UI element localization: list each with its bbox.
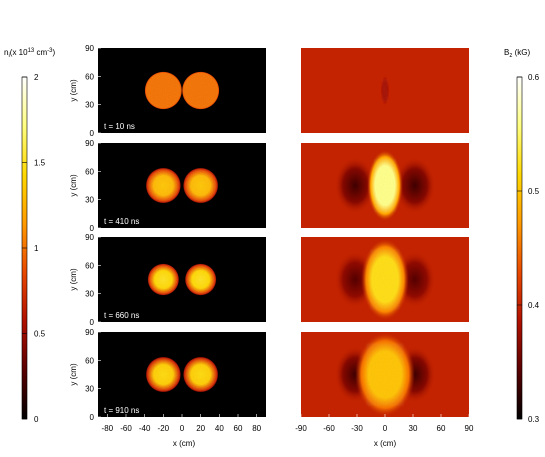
- field-panel: [301, 143, 469, 228]
- x-tick-label: 40: [215, 424, 224, 433]
- time-label: t = 10 ns: [104, 122, 135, 131]
- x-tick-label: 0: [383, 424, 388, 433]
- x-tick-label: -90: [295, 424, 307, 433]
- field-panels: [301, 48, 469, 417]
- x-tick-label: 0: [180, 424, 185, 433]
- colorbar-tick-label: 0.4: [528, 301, 540, 310]
- x-tick-label: -60: [323, 424, 335, 433]
- y-axis-label: y (cm): [69, 363, 78, 386]
- time-label: t = 410 ns: [104, 217, 139, 226]
- y-axis-label: y (cm): [69, 268, 78, 291]
- x-tick-label: -20: [158, 424, 170, 433]
- y-tick-label: 30: [85, 196, 94, 205]
- plasma-blob-texture: [148, 264, 179, 295]
- y-axis-label: y (cm): [69, 79, 78, 102]
- x-tick-label: 60: [234, 424, 243, 433]
- colorbar-tick-label: 2: [34, 73, 39, 82]
- y-tick-label: 60: [85, 167, 94, 176]
- y-tick-label: 30: [85, 385, 94, 394]
- density-panel: t = 910 ns 0 30 60 90 y (cm): [69, 328, 266, 422]
- y-tick-label: 90: [85, 328, 94, 337]
- field-colorbar-scale: [516, 76, 523, 420]
- x-tick-label: 60: [437, 424, 446, 433]
- x-tick-label: 20: [196, 424, 205, 433]
- field-core-texture: [370, 249, 400, 310]
- colorbar-tick-label: 0.3: [528, 415, 540, 424]
- plasma-blob-texture: [145, 72, 182, 109]
- y-tick-label: 60: [85, 72, 94, 81]
- x-tick-label: -30: [351, 424, 363, 433]
- density-colorbar-title: ni(x 1013 cm-3): [4, 48, 56, 59]
- plasma-blob-texture: [146, 357, 181, 392]
- density-panel: t = 10 ns 0 30 60 90 y (cm): [69, 44, 266, 138]
- colorbar-tick-label: 0.5: [34, 330, 46, 339]
- y-tick-label: 0: [90, 413, 95, 422]
- density-colorbar: ni(x 1013 cm-3) 0 0.5 1 1.5 2: [4, 48, 56, 424]
- y-tick-label: 90: [85, 233, 94, 242]
- x-tick-label: 90: [465, 424, 474, 433]
- x-tick-label: 30: [409, 424, 418, 433]
- field-minimum: [334, 157, 376, 214]
- field-colorbar-title: Bz (kG): [504, 48, 530, 59]
- field-x-axis-label: x (cm): [374, 439, 397, 448]
- plasma-gap: [180, 255, 184, 304]
- density-x-axis-label: x (cm): [173, 439, 196, 448]
- colorbar-tick-label: 1: [34, 244, 39, 253]
- field-minimum: [336, 62, 378, 119]
- colorbar-tick-label: 0.6: [528, 73, 540, 82]
- density-panel-background: [98, 48, 266, 133]
- y-tick-label: 60: [85, 356, 94, 365]
- colorbar-tick-label: 0.5: [528, 187, 540, 196]
- y-tick-label: 90: [85, 44, 94, 53]
- y-tick-label: 30: [85, 101, 94, 110]
- plasma-blob-texture: [185, 264, 216, 295]
- plasma-blob-texture: [183, 168, 218, 203]
- x-tick-label: -60: [120, 424, 132, 433]
- y-tick-label: 90: [85, 139, 94, 148]
- field-panel: [301, 332, 469, 417]
- time-label: t = 660 ns: [104, 311, 139, 320]
- time-label: t = 910 ns: [104, 406, 139, 415]
- field-x-axis: -90 -60 -30 0 30 60 90: [295, 414, 474, 433]
- y-tick-label: 0: [90, 224, 95, 233]
- field-panel: [301, 48, 469, 133]
- density-panel: t = 410 ns 0 30 60 90 y (cm): [69, 139, 266, 233]
- plasma-blob-texture: [183, 357, 218, 392]
- y-tick-label: 0: [90, 129, 95, 138]
- x-tick-label: 80: [252, 424, 261, 433]
- y-axis-label: y (cm): [69, 174, 78, 197]
- y-tick-label: 0: [90, 318, 95, 327]
- colorbar-tick-label: 0: [34, 415, 39, 424]
- field-panel: [301, 237, 469, 322]
- field-colorbar: Bz (kG) 0.3 0.4 0.5 0.6: [504, 48, 540, 424]
- field-minimum: [392, 62, 434, 119]
- y-tick-label: 60: [85, 261, 94, 270]
- density-panels: t = 10 ns 0 30 60 90 y (cm) t = 410 ns 0 30 60 90 y…: [69, 44, 266, 422]
- x-tick-label: -80: [102, 424, 114, 433]
- colorbar-tick-label: 1.5: [34, 159, 46, 168]
- field-core-texture: [373, 159, 397, 212]
- density-x-axis: -80 -60 -40 -20 0 20 40 60 80: [102, 414, 262, 433]
- plasma-gap: [180, 161, 184, 210]
- plasma-blob-texture: [146, 168, 181, 203]
- plasma-gap: [180, 350, 184, 399]
- y-tick-label: 30: [85, 290, 94, 299]
- plasma-blob-texture: [182, 72, 219, 109]
- x-tick-label: -40: [139, 424, 151, 433]
- density-panel: t = 660 ns 0 30 60 90 y (cm): [69, 233, 266, 327]
- field-core-texture: [382, 79, 388, 102]
- field-core-texture: [366, 343, 404, 406]
- field-minimum: [394, 157, 436, 214]
